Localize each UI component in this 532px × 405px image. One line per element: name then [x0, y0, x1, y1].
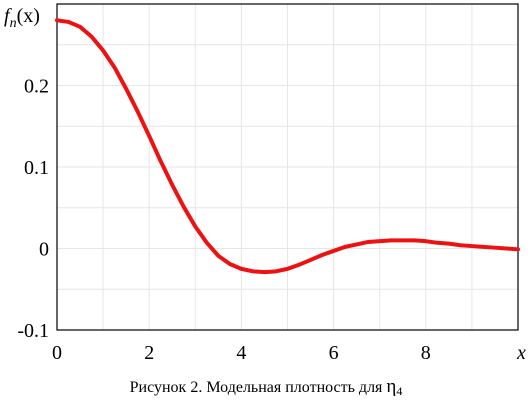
y-axis-title-subscript: n [10, 16, 17, 31]
x-tick-label: 6 [329, 342, 339, 364]
x-tick-label: 4 [236, 342, 246, 364]
y-axis-title-suffix: (x) [17, 5, 40, 27]
y-tick-label: 0.2 [24, 76, 49, 98]
x-tick-label: 0 [52, 342, 62, 364]
density-curve [55, 18, 520, 275]
tick-labels: 0 2 4 6 8-0.100.10.2 [17, 76, 430, 365]
figure-caption: Рисунок 2. Модельная плотность для η4 [0, 376, 532, 399]
y-tick-label: 0 [39, 239, 49, 261]
x-tick-label: 2 [144, 342, 154, 364]
caption-text: Рисунок 2. Модельная плотность для [129, 379, 383, 396]
grid [57, 4, 518, 330]
caption-symbol: η [386, 376, 397, 397]
x-tick-label: 8 [421, 342, 431, 364]
x-axis-title: x [516, 342, 526, 364]
y-tick-label: 0.1 [24, 157, 49, 179]
density-chart: 0 2 4 6 8-0.100.10.2 fn(x) x [4, 3, 526, 365]
plot-frame [56, 3, 519, 331]
y-axis-title-prefix: f [4, 5, 12, 27]
y-axis-title: fn(x) [4, 5, 40, 31]
y-tick-label: -0.1 [17, 320, 49, 342]
caption-symbol-subscript: 4 [396, 384, 403, 398]
